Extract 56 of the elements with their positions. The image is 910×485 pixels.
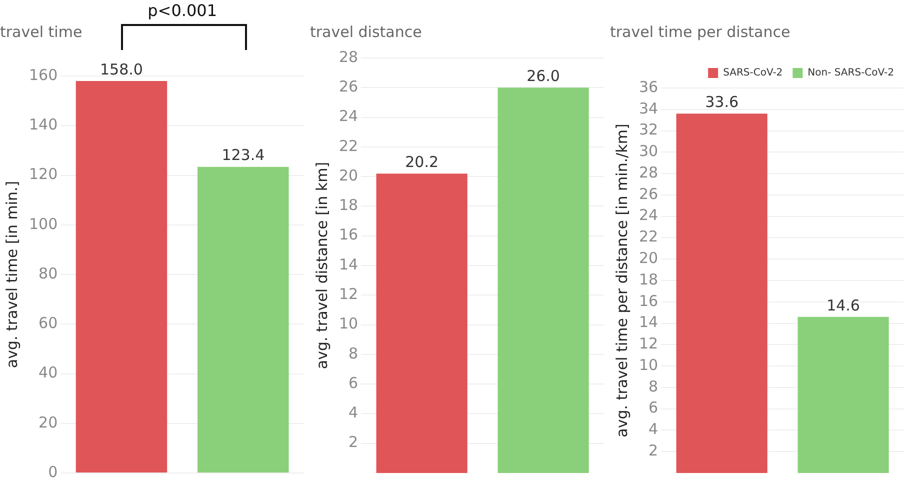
y-tick-label: 18 — [638, 270, 658, 288]
y-tick-label: 14 — [638, 313, 658, 332]
data-label: 26.0 — [526, 67, 560, 86]
chart-title: travel distance — [310, 22, 422, 41]
y-tick-label: 20 — [338, 166, 358, 184]
y-tick-label: 4 — [348, 404, 358, 422]
y-tick-label: 20 — [638, 249, 658, 267]
data-label: 158.0 — [100, 60, 143, 78]
y-tick-label: 26 — [638, 184, 658, 203]
y-tick-label: 16 — [638, 292, 658, 310]
data-label: 33.6 — [705, 93, 739, 112]
y-tick-label: 160 — [28, 66, 58, 84]
y-tick-label: 24 — [338, 107, 358, 126]
y-tick-label: 32 — [638, 120, 658, 139]
y-tick-label: 22 — [338, 136, 358, 155]
y-tick-label: 30 — [638, 142, 658, 160]
chart-title: travel time per distance — [610, 22, 790, 41]
y-axis-title: avg. travel time per distance [in min./km] — [612, 124, 631, 438]
y-tick-label: 4 — [648, 420, 658, 438]
y-tick-label: 12 — [638, 334, 658, 353]
y-tick-label: 40 — [38, 364, 58, 382]
y-tick-label: 26 — [338, 78, 358, 96]
chart-title: travel time — [0, 22, 82, 41]
y-tick-label: 140 — [28, 116, 58, 134]
y-tick-label: 36 — [638, 78, 658, 96]
y-tick-label: 28 — [338, 48, 358, 66]
y-tick-label: 20 — [38, 413, 58, 432]
legend-label: SARS-CoV-2 — [723, 68, 783, 79]
y-tick-label: 34 — [638, 99, 658, 118]
y-tick-label: 8 — [348, 344, 358, 362]
data-label: 14.6 — [826, 296, 860, 314]
text: p<0.001 — [148, 1, 217, 20]
y-tick-label: 6 — [348, 374, 358, 392]
y-tick-label: 0 — [48, 462, 58, 481]
y-tick-label: 120 — [28, 165, 58, 184]
y-tick-label: 18 — [338, 196, 358, 214]
legend-label: Non- SARS-CoV-2 — [808, 68, 894, 79]
y-tick-label: 10 — [338, 314, 358, 333]
y-tick-label: 28 — [638, 163, 658, 182]
y-axis-title: avg. travel distance [in km] — [312, 162, 331, 370]
y-tick-label: 16 — [338, 226, 358, 244]
y-tick-label: 10 — [638, 356, 658, 374]
data-label: 20.2 — [405, 153, 439, 171]
y-tick-label: 14 — [338, 255, 358, 274]
y-tick-label: 6 — [648, 398, 658, 417]
y-tick-label: 12 — [338, 285, 358, 304]
y-tick-label: 8 — [648, 377, 658, 396]
y-tick-label: 2 — [348, 433, 358, 452]
y-tick-label: 22 — [638, 228, 658, 246]
y-tick-label: 2 — [648, 442, 658, 460]
y-axis-title: avg. travel time [in min.] — [2, 180, 21, 368]
data-label: 123.4 — [222, 146, 265, 164]
y-tick-label: 100 — [28, 214, 58, 233]
y-tick-label: 24 — [638, 206, 658, 224]
y-tick-label: 60 — [38, 314, 58, 332]
y-tick-label: 80 — [38, 264, 58, 282]
